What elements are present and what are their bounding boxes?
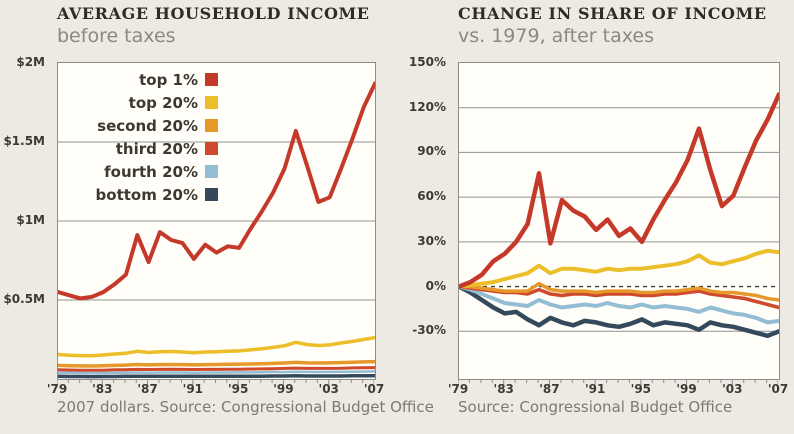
ytick-label: $1.5M [3,134,45,148]
y-axis-labels: $0.5M $1M $1.5M $2M [0,55,51,378]
ytick-label: $0.5M [3,292,45,306]
xtick-label: '83 [92,382,113,396]
legend-item: top 1% [66,68,218,91]
xtick-label: '87 [137,382,158,396]
series-line-bottom-20- [58,374,375,379]
series-line-top-1- [459,92,779,289]
xtick-label: '79 [447,382,469,396]
y-axis-labels: -30% 0% 30% 60% 90% 120% 150% [400,55,452,378]
legend-swatch [205,188,218,201]
xtick-label: '99 [273,382,294,396]
series-line-fourth-20- [58,370,375,375]
legend-swatch [205,119,218,132]
xtick-label: '95 [227,382,249,396]
x-axis-labels: '79 '83 '87 '91 '95 '99 '03 '07 [448,382,788,397]
series-line-bottom-20- [459,284,779,339]
ytick-label: 150% [408,55,446,69]
source-caption: Source: Congressional Budget Office [458,398,733,416]
xtick-label: '95 [630,382,652,396]
chart-change-in-share-of-income: CHANGE IN SHARE OF INCOME vs. 1979, afte… [400,0,794,434]
ytick-label: 90% [417,144,446,159]
legend-label: third 20% [115,139,198,158]
ytick-label: $1M [16,213,45,227]
chart-average-household-income: AVERAGE HOUSEHOLD INCOME before taxes $0… [0,4,433,416]
x-axis-ticks [458,379,778,386]
series-line-top-20- [459,248,779,289]
xtick-label: '87 [539,382,560,396]
plot-area: top 1% top 20% second 20% third 20% fourth 2… [57,62,376,380]
xtick-label: '07 [363,382,385,396]
legend-label: bottom 20% [95,185,198,204]
source-caption: 2007 dollars. Source: Congressional Budg… [57,398,434,416]
legend-label: second 20% [97,116,198,135]
ytick-label: $2M [16,55,45,69]
line-chart-canvas [459,92,779,339]
ytick-label: 120% [408,99,446,114]
x-axis-labels: '79 '83 '87 '91 '95 '99 '03 '07 [47,382,384,397]
xtick-label: '99 [676,382,697,396]
legend-item: second 20% [66,114,218,137]
series-line-second-20- [58,359,375,368]
legend-item: bottom 20% [66,183,218,206]
chart-title: CHANGE IN SHARE OF INCOME [458,4,767,23]
ytick-label: 30% [417,233,446,248]
xtick-label: '03 [722,382,743,396]
legend-item: third 20% [66,137,218,160]
series-line-second-20- [459,281,779,302]
ytick-label: -30% [412,323,446,338]
x-axis-ticks [57,379,374,386]
series-line-third-20- [58,366,375,372]
xtick-label: '03 [318,382,339,396]
legend-swatch [205,142,218,155]
legend-item: fourth 20% [66,160,218,183]
ytick-label: 60% [417,189,446,204]
legend-label: top 20% [128,93,198,112]
xtick-label: '07 [767,382,789,396]
ytick-label: 0% [425,278,446,293]
xtick-label: '79 [46,382,68,396]
plot-area [458,62,780,380]
series-line-top-20- [58,335,375,358]
xtick-label: '83 [493,382,514,396]
legend-swatch [205,73,218,86]
xtick-label: '91 [182,382,204,396]
legend-label: fourth 20% [104,162,198,181]
legend-swatch [205,165,218,178]
chart-title: AVERAGE HOUSEHOLD INCOME [57,4,370,23]
xtick-label: '91 [584,382,606,396]
chart-subtitle: before taxes [57,25,176,47]
chart-subtitle: vs. 1979, after taxes [458,25,654,47]
legend-label: top 1% [139,70,198,89]
legend-item: top 20% [66,91,218,114]
series-line-fourth-20- [459,284,779,325]
legend-swatch [205,96,218,109]
legend: top 1% top 20% second 20% third 20% fourth 2… [66,68,218,206]
line-chart-canvas [58,81,375,379]
series-line-top-1- [58,81,375,301]
